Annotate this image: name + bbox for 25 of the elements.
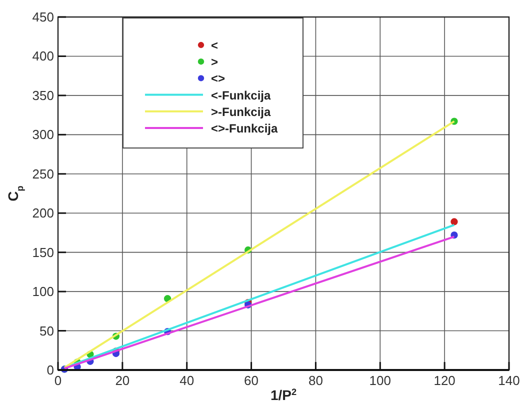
legend-label: >	[211, 55, 218, 70]
x-axis-title: 1/P$^{2}$	[270, 387, 297, 402]
y-tick-label: 300	[32, 127, 54, 142]
legend-label: <-Funkcija	[211, 88, 272, 102]
legend-label: <>-Funkcija	[211, 122, 278, 136]
y-tick-label: 50	[40, 323, 54, 338]
legend-label: <>	[211, 72, 226, 86]
x-tick-label: 100	[369, 373, 391, 388]
y-tick-label: 150	[32, 244, 54, 260]
legend-label: <	[211, 38, 218, 52]
y-tick-label: 450	[32, 10, 54, 24]
x-tick-label: 140	[498, 373, 520, 388]
y-tick-label: 100	[32, 284, 54, 300]
y-tick-label: 0	[46, 362, 54, 378]
legend-label: >-Funkcija	[211, 104, 272, 119]
point	[450, 218, 458, 226]
x-tick-label: 80	[308, 373, 323, 388]
x-tick-label: 120	[434, 373, 456, 388]
y-tick-label: 350	[32, 88, 54, 103]
x-tick-label: 20	[115, 373, 130, 388]
x-tick-label: 40	[180, 373, 194, 388]
x-tick-label: 60	[244, 373, 259, 388]
y-tick-label: 400	[32, 48, 54, 64]
y-tick-label: 200	[32, 206, 54, 221]
y-tick-label: 250	[32, 166, 54, 182]
